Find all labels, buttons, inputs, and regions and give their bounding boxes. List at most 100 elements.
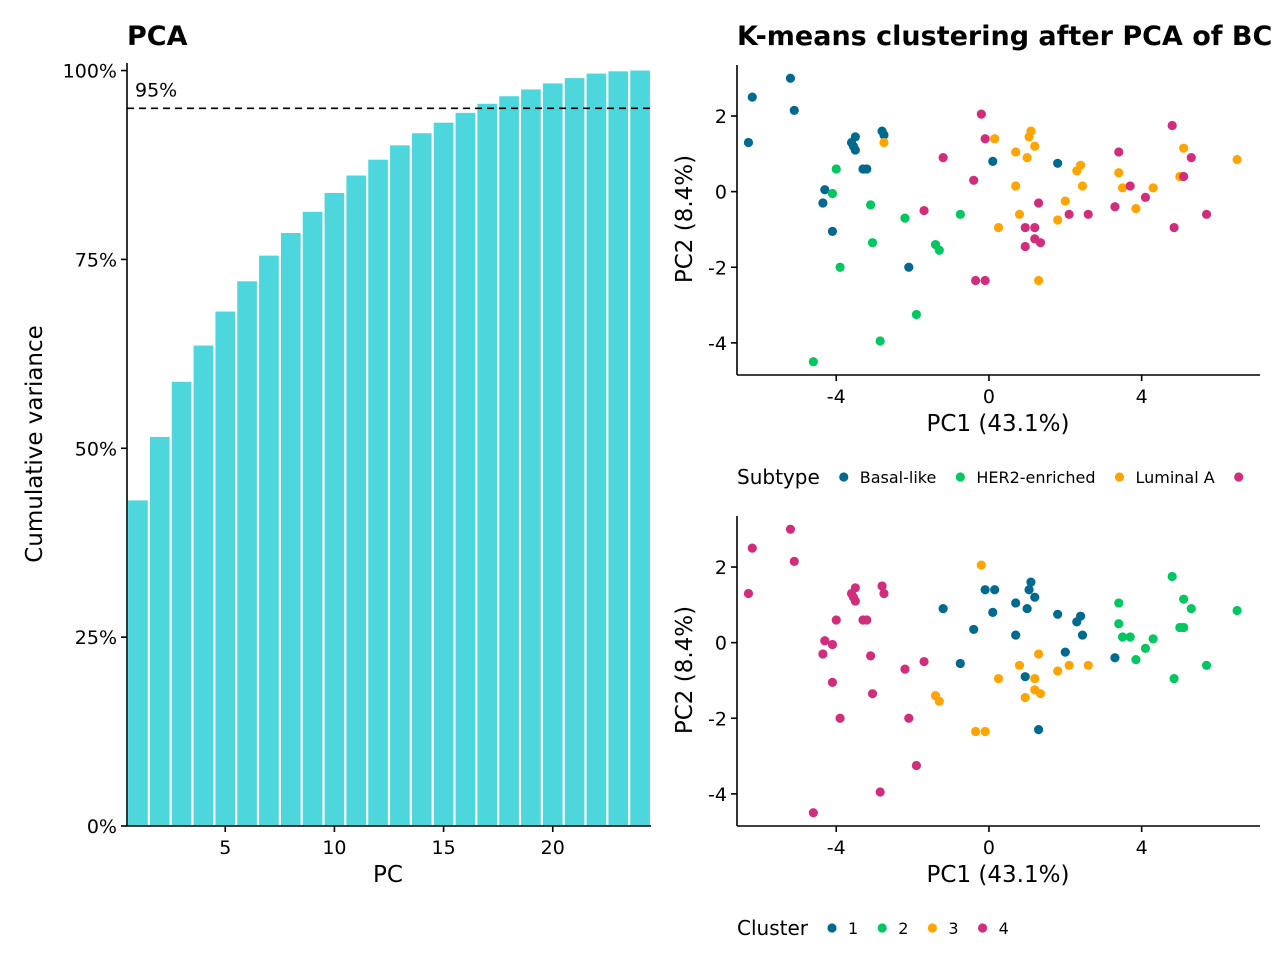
data-point — [866, 200, 876, 210]
data-point — [879, 137, 889, 148]
data-point — [875, 336, 885, 346]
scatter-x-tick-label: 4 — [1136, 386, 1148, 408]
data-point — [1024, 585, 1034, 595]
data-point — [970, 726, 981, 737]
data-point — [919, 656, 929, 667]
scatter-cluster-chart: -4 -2 0 2 -4 0 4 PC1 (43.1%) PC2 (8.4%) Cluste… — [672, 516, 1260, 940]
data-point — [1020, 672, 1030, 682]
data-point — [1179, 171, 1189, 182]
data-point — [993, 222, 1004, 233]
data-point — [938, 153, 948, 163]
scatter-y-tick-label: -2 — [708, 257, 727, 279]
data-point — [1030, 141, 1040, 151]
scatter-x-tick-label: 0 — [983, 386, 995, 408]
legend-label: 3 — [948, 919, 958, 938]
subtype-legend: Subtype Basal-like HER2-enriched Luminal A — [737, 465, 1244, 489]
data-point — [1022, 153, 1032, 163]
data-point — [919, 205, 929, 216]
data-point — [1131, 655, 1141, 665]
data-point — [1110, 202, 1120, 212]
data-point — [850, 145, 860, 155]
data-point — [827, 226, 838, 236]
data-point — [1179, 594, 1189, 604]
data-point — [1232, 605, 1242, 616]
data-point — [1083, 209, 1093, 219]
bar — [193, 345, 214, 826]
legend-swatch — [839, 472, 849, 482]
data-point — [808, 808, 818, 818]
data-point — [970, 275, 981, 286]
scatter-subtype-chart: K-means clustering after PCA of BC -4 -2 0… — [672, 21, 1272, 489]
scatter-cluster-plot-area: -4 -2 0 2 -4 0 4 — [708, 516, 1260, 859]
scatter-subtype-plot-area: -4 -2 0 2 -4 0 4 — [708, 65, 1260, 408]
bar — [346, 175, 367, 826]
data-point — [1114, 168, 1124, 178]
legend-swatch — [827, 923, 837, 933]
scatter-x-tick-label: 4 — [1136, 837, 1148, 859]
data-point — [1186, 153, 1196, 163]
data-point — [1035, 238, 1046, 248]
legend-swatch — [1234, 472, 1244, 482]
data-point — [747, 92, 757, 102]
scatter-chart-title: K-means clustering after PCA of BC — [737, 21, 1272, 52]
data-point — [1053, 666, 1063, 676]
data-point — [1201, 660, 1212, 670]
legend-swatch — [977, 923, 988, 933]
pca-bar-chart: PCA 95% 0% 25% 50% 75% 100% 5 10 15 20 PC Cumulat… — [22, 21, 651, 888]
scatter-y-tick-label: -4 — [708, 784, 727, 806]
data-point — [1117, 632, 1128, 642]
data-point — [831, 615, 841, 625]
data-point — [988, 156, 998, 167]
bar — [237, 281, 257, 827]
data-point — [904, 262, 914, 272]
bar — [433, 122, 454, 827]
data-point — [1140, 192, 1151, 202]
legend-swatch — [927, 923, 937, 933]
scatter-cluster-y-axis-title: PC2 (8.4%) — [672, 606, 698, 734]
data-point — [1075, 611, 1086, 621]
data-point — [862, 164, 872, 174]
data-point — [980, 585, 990, 595]
data-point — [879, 130, 889, 140]
data-point — [866, 651, 876, 661]
data-point — [877, 581, 887, 591]
data-point — [1014, 209, 1025, 219]
data-point — [808, 357, 818, 367]
data-point — [1114, 619, 1124, 629]
data-point — [818, 198, 828, 208]
bar — [521, 89, 541, 826]
legend-label: 1 — [848, 919, 858, 938]
data-point — [1114, 598, 1124, 608]
scatter-x-tick-label: -4 — [827, 837, 846, 859]
data-point — [1030, 592, 1040, 602]
data-point — [747, 543, 757, 553]
data-point — [743, 588, 754, 599]
data-point — [879, 588, 889, 599]
data-point — [743, 137, 754, 148]
data-point — [867, 689, 878, 699]
data-point — [1169, 673, 1179, 684]
data-point — [1033, 275, 1044, 286]
bar-y-axis-title: Cumulative variance — [22, 325, 48, 563]
data-point — [789, 105, 799, 115]
data-point — [785, 524, 796, 534]
legend-title: Subtype — [737, 465, 820, 489]
data-point — [1030, 673, 1040, 684]
data-point — [850, 596, 860, 606]
bar — [564, 78, 585, 827]
bar — [586, 73, 607, 827]
data-point — [818, 649, 828, 659]
data-point — [1024, 132, 1034, 142]
data-point — [990, 585, 1000, 595]
scatter-x-tick-label: 0 — [983, 837, 995, 859]
scatter-x-tick-label: -4 — [827, 386, 846, 408]
data-point — [785, 73, 796, 83]
bar — [149, 436, 170, 826]
bar — [477, 103, 498, 826]
scatter-y-tick-label: 2 — [715, 106, 727, 128]
data-point — [955, 209, 965, 219]
data-point — [955, 658, 965, 669]
bar — [215, 311, 236, 826]
data-point — [862, 615, 872, 625]
